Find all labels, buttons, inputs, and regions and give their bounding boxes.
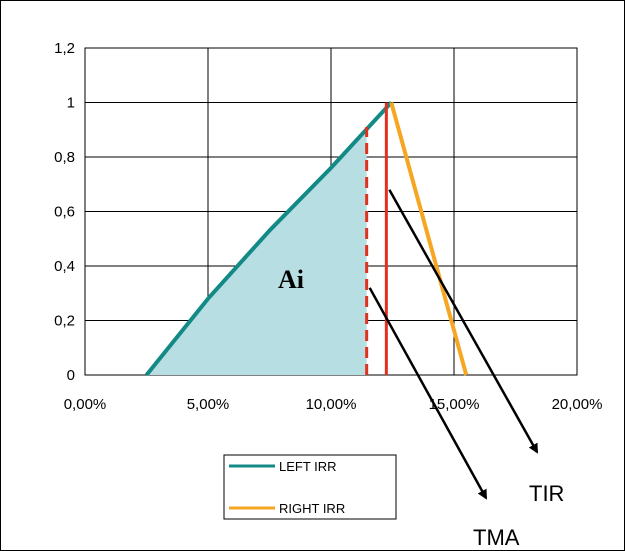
region-label: Ai [278, 265, 304, 294]
x-tick-label: 20,00% [552, 396, 603, 413]
series-line-right-irr [389, 101, 469, 376]
x-tick-label: 15,00% [429, 396, 480, 413]
y-tick-label: 1,2 [54, 40, 75, 57]
legend-label-right-irr: RIGHT IRR [279, 501, 345, 516]
y-tick-label: 0,6 [54, 204, 75, 221]
x-tick-label: 10,00% [306, 396, 357, 413]
y-tick-label: 0,8 [54, 149, 75, 166]
y-tick-label: 0,2 [54, 313, 75, 330]
y-tick-label: 0 [67, 367, 75, 384]
series-lines [144, 101, 469, 377]
legend: LEFT IRR RIGHT IRR [223, 454, 397, 520]
y-tick-label: 0,4 [54, 258, 75, 275]
x-tick-label: 0,00% [64, 396, 107, 413]
arrow-tir [388, 189, 539, 454]
x-tick-label: 5,00% [187, 396, 230, 413]
vertical-lines [365, 102, 388, 375]
shaded-region [146, 129, 367, 375]
series-line-left-irr [144, 101, 393, 377]
tick-labels: 0 0,2 0,4 0,6 0,8 1 1,2 0,00% 5,00% 10,00% 15,00% 2… [54, 40, 602, 413]
arrow-tma [368, 287, 488, 500]
annotation-tir: TIR [529, 481, 564, 506]
shaded-area-ai [146, 129, 367, 375]
y-tick-label: 1 [67, 95, 75, 112]
legend-label-left-irr: LEFT IRR [279, 459, 337, 474]
annotation-tma: TMA [473, 525, 520, 550]
annotation-arrows [368, 189, 539, 500]
